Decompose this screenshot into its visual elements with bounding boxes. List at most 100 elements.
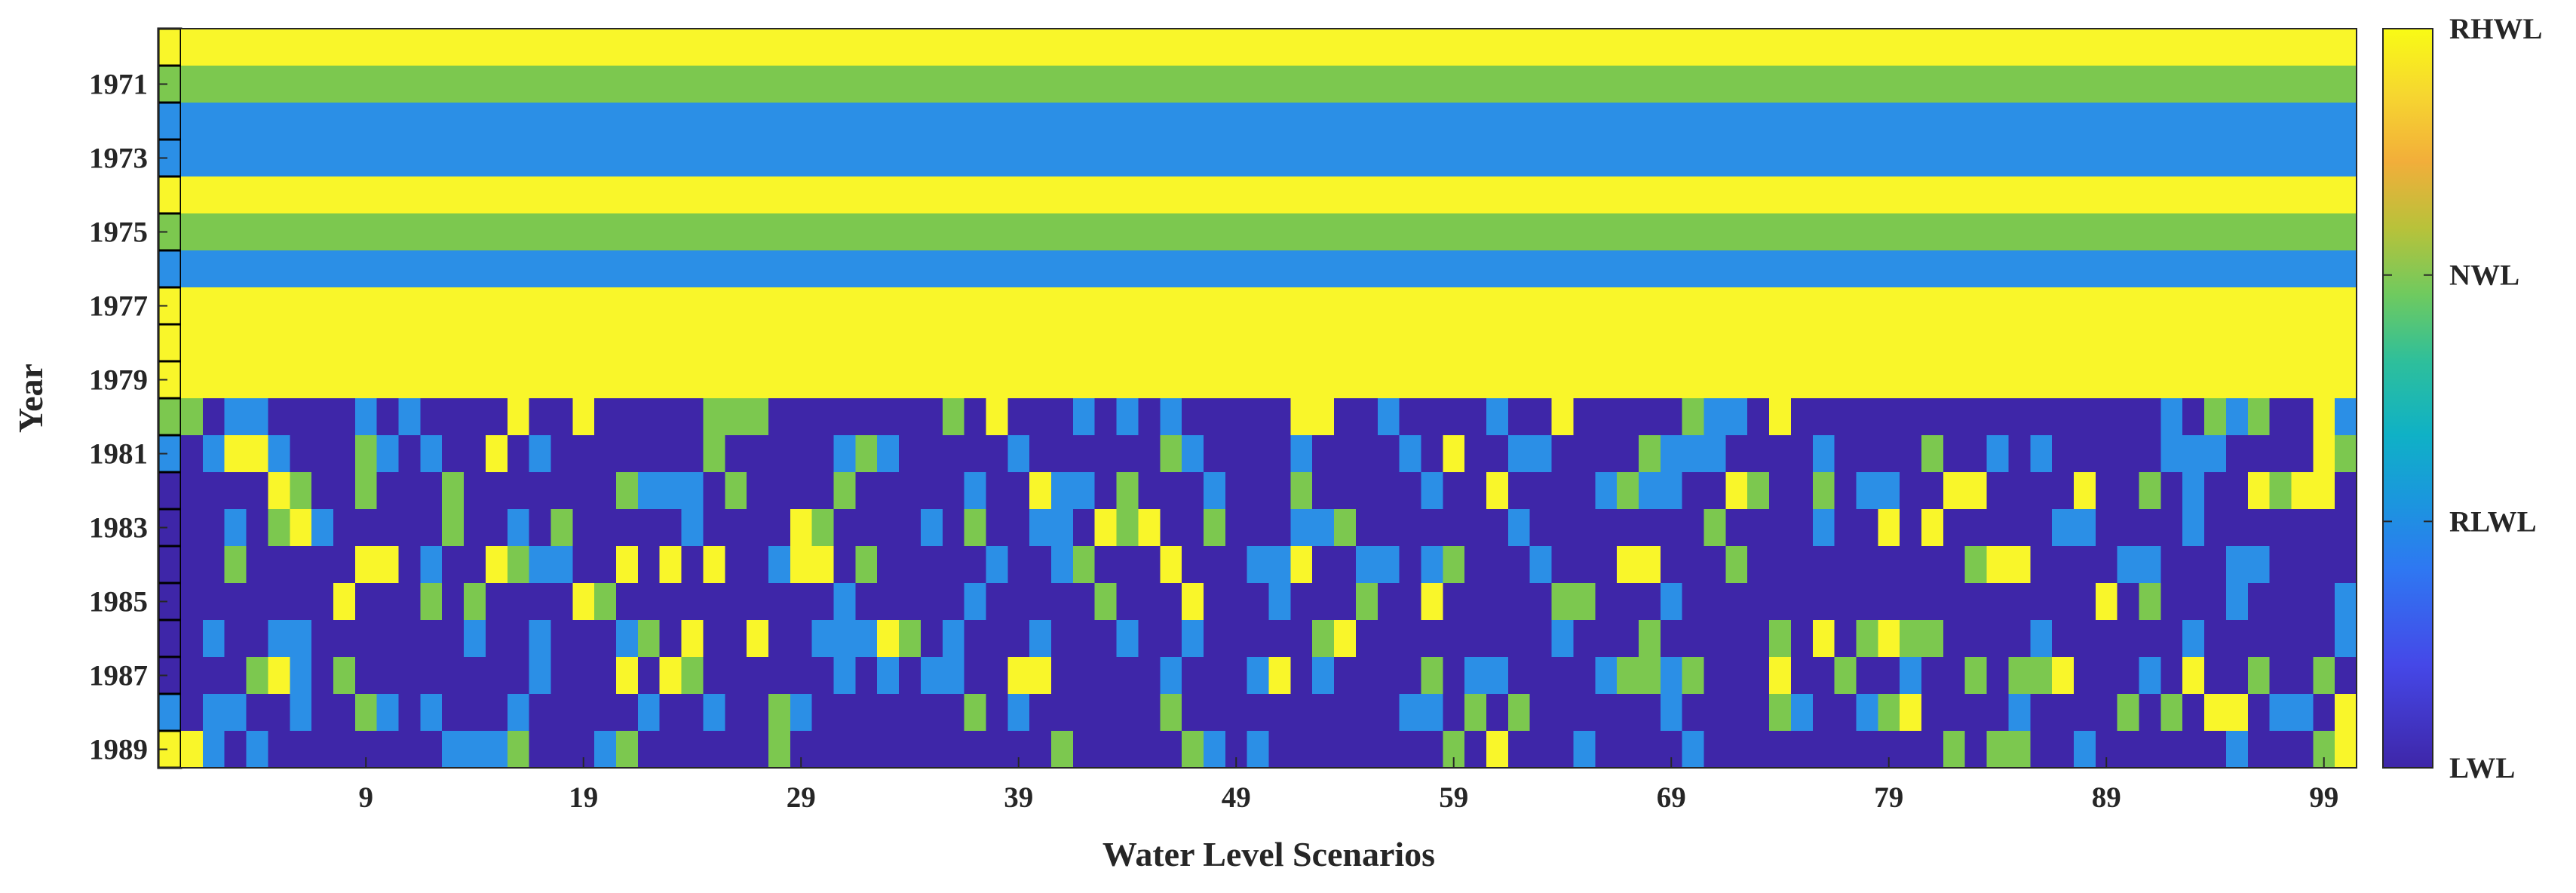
year-indicator-cell [157, 249, 182, 289]
heatmap-cell [354, 694, 378, 732]
heatmap-cell [1290, 509, 1313, 547]
heatmap-cell [964, 435, 987, 473]
heatmap-cell [1312, 213, 1335, 251]
heatmap-cell [2269, 29, 2292, 66]
heatmap-cell [507, 140, 530, 177]
heatmap-cell [1834, 287, 1857, 325]
heatmap-cell [1268, 620, 1291, 658]
heatmap-cell [1769, 66, 1792, 103]
heatmap-cell [529, 509, 552, 547]
heatmap-cell [703, 546, 725, 584]
year-indicator-cell [157, 618, 182, 658]
heatmap-cell [268, 176, 290, 214]
heatmap-cell [1138, 324, 1161, 362]
heatmap-cell [899, 657, 922, 695]
heatmap-cell [703, 472, 725, 510]
heatmap-cell [1790, 250, 1814, 288]
heatmap-cell [964, 731, 987, 769]
heatmap-cell [1943, 583, 1966, 621]
heatmap-cell [1464, 694, 1487, 732]
heatmap-cell [1138, 583, 1161, 621]
heatmap-cell [747, 250, 769, 288]
heatmap-cell [1182, 324, 1204, 362]
heatmap-cell [1790, 29, 1814, 66]
heatmap-cell [290, 213, 312, 251]
heatmap-cell [376, 250, 400, 288]
heatmap-cell [1682, 509, 1705, 547]
heatmap-cell [1660, 472, 1683, 510]
heatmap-cell [2052, 361, 2075, 399]
heatmap-cell [2073, 29, 2096, 66]
heatmap-cell [1617, 509, 1639, 547]
heatmap-cell [616, 176, 639, 214]
heatmap-cell [681, 657, 704, 695]
heatmap-cell [1617, 287, 1639, 325]
heatmap-cell [1769, 620, 1792, 658]
heatmap-cell [2052, 620, 2075, 658]
heatmap-cell [2095, 583, 2118, 621]
heatmap-cell [1964, 176, 1988, 214]
y-tick-label: 1981 [89, 438, 148, 471]
heatmap-cell [2291, 583, 2314, 621]
heatmap-cell [1051, 324, 1074, 362]
heatmap-cell [550, 398, 573, 436]
heatmap-cell [855, 398, 878, 436]
heatmap-cell [2030, 176, 2053, 214]
heatmap-cell [1464, 435, 1487, 473]
heatmap-cell [2313, 213, 2335, 251]
heatmap-cell [2247, 140, 2271, 177]
heatmap-cell [1812, 361, 1835, 399]
heatmap-cell [181, 287, 204, 325]
heatmap-cell [1421, 66, 1443, 103]
heatmap-cell [2204, 509, 2227, 547]
heatmap-cell [1421, 29, 1443, 66]
heatmap-cell [333, 29, 356, 66]
heatmap-cell [1399, 546, 1422, 584]
heatmap-cell [1007, 509, 1030, 547]
heatmap-cell [2095, 140, 2118, 177]
heatmap-cell [224, 66, 247, 103]
heatmap-cell [2182, 657, 2205, 695]
heatmap-cell [1464, 657, 1487, 695]
heatmap-cell [2291, 140, 2314, 177]
heatmap-cell [354, 472, 378, 510]
heatmap-cell [1638, 250, 1661, 288]
heatmap-cell [2247, 213, 2271, 251]
heatmap-cell [2030, 29, 2053, 66]
heatmap-cell [855, 140, 878, 177]
heatmap-cell [1203, 435, 1226, 473]
heatmap-cell [1421, 435, 1443, 473]
heatmap-cell [1900, 509, 1922, 547]
heatmap-cell [1051, 361, 1074, 399]
heatmap-cell [224, 250, 247, 288]
heatmap-cell [1334, 620, 1357, 658]
heatmap-cell [529, 546, 552, 584]
heatmap-cell [920, 472, 943, 510]
heatmap-cell [2030, 509, 2053, 547]
heatmap-cell [1464, 472, 1487, 510]
heatmap-cell [1682, 103, 1705, 140]
heatmap-cell [942, 361, 965, 399]
heatmap-cell [1507, 213, 1531, 251]
heatmap-cell [920, 435, 943, 473]
heatmap-cell [2030, 324, 2053, 362]
heatmap-cell [311, 472, 334, 510]
heatmap-cell [1051, 213, 1074, 251]
heatmap-cell [1399, 620, 1422, 658]
heatmap-cell [1856, 213, 1878, 251]
heatmap-cell [1203, 583, 1226, 621]
heatmap-cell [442, 213, 465, 251]
heatmap-cell [1443, 694, 1465, 732]
heatmap-cell [202, 694, 225, 732]
heatmap-cell [1878, 583, 1900, 621]
heatmap-cell [1007, 66, 1030, 103]
heatmap-cell [1377, 250, 1400, 288]
heatmap-cell [725, 361, 747, 399]
heatmap-cell [1007, 583, 1030, 621]
heatmap-cell [1725, 583, 1748, 621]
heatmap-cell [1964, 546, 1988, 584]
heatmap-cell [442, 546, 465, 584]
heatmap-cell [2139, 176, 2161, 214]
heatmap-cell [1573, 620, 1596, 658]
heatmap-cell [1051, 176, 1074, 214]
